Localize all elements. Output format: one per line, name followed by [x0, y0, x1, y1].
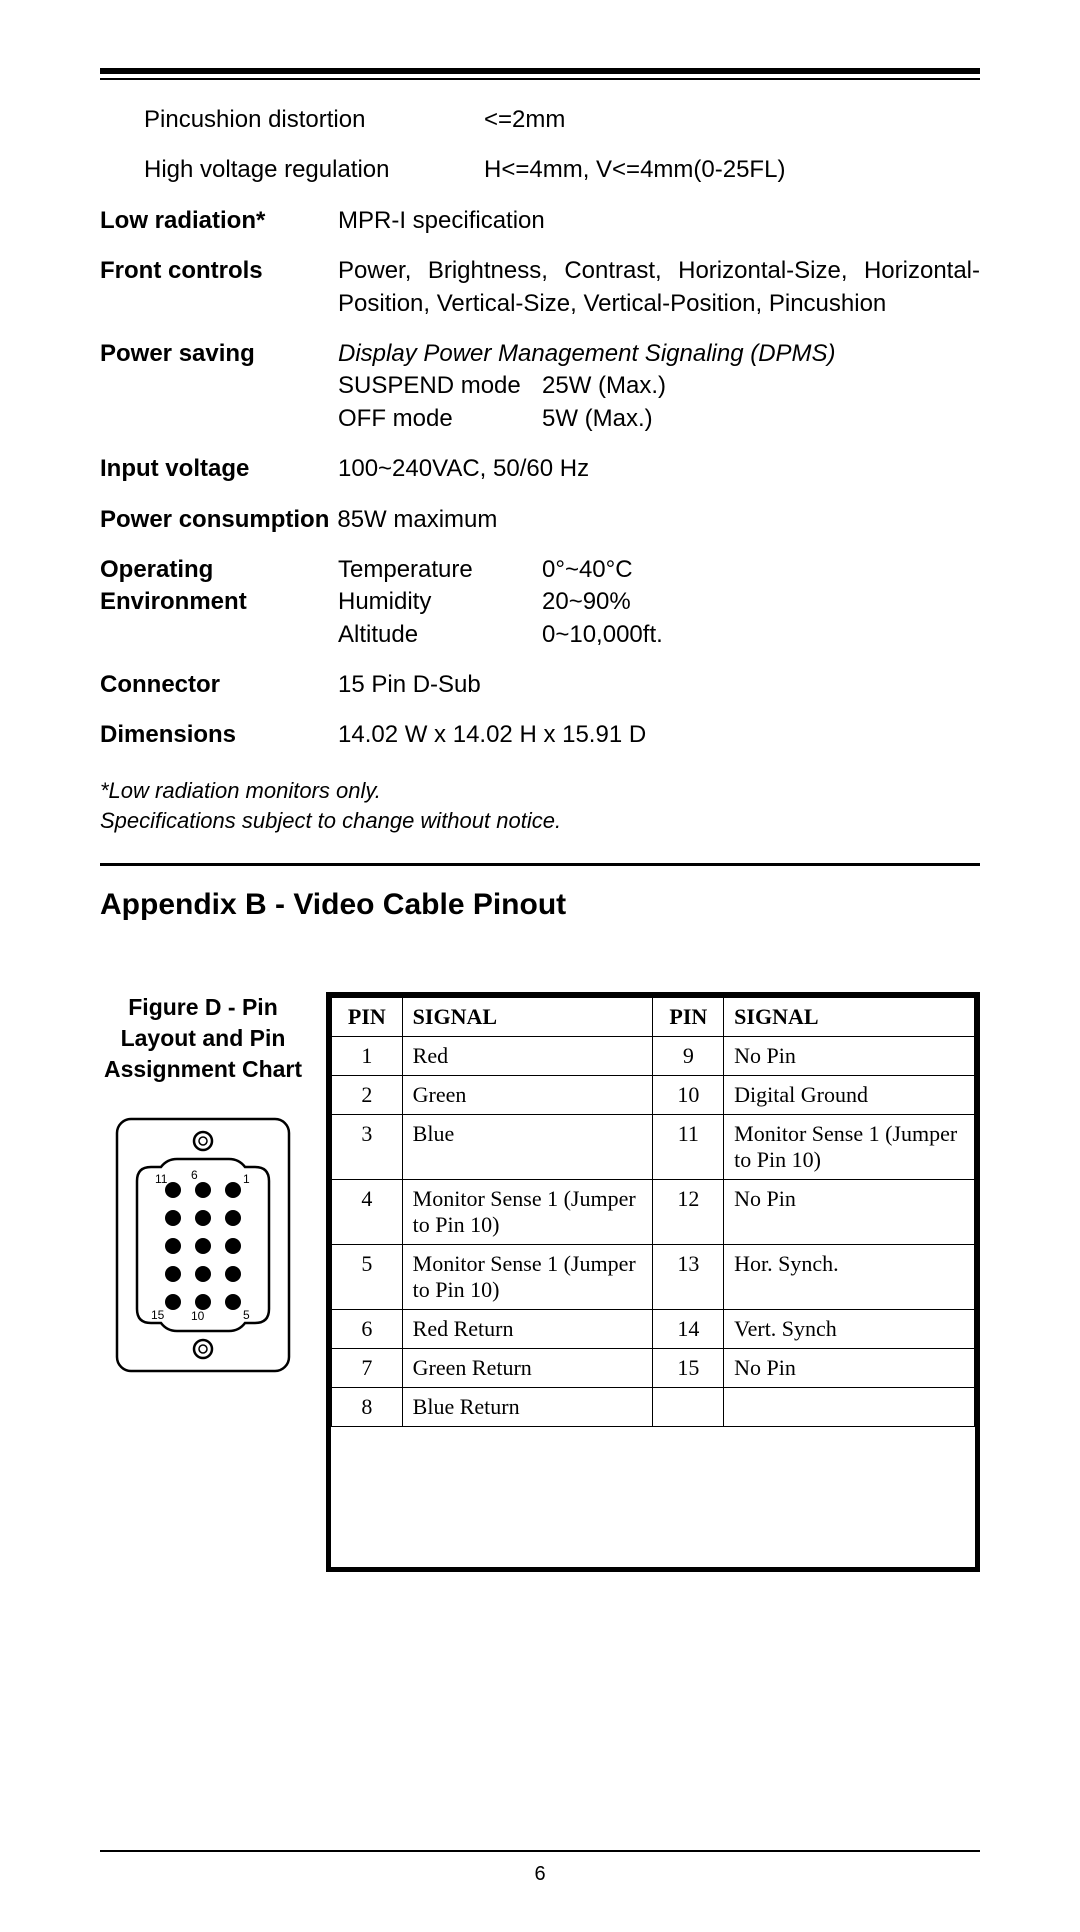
spec-value: <=2mm: [484, 104, 980, 136]
spec-value: 15 Pin D-Sub: [338, 669, 980, 701]
figure-left: Figure D - Pin Layout and Pin Assignment…: [100, 992, 306, 1572]
specs-block: Pincushion distortion <=2mm High voltage…: [100, 104, 980, 752]
table-row: 4Monitor Sense 1 (Jumper to Pin 10)12No …: [332, 1180, 975, 1245]
appendix-title: Appendix B - Video Cable Pinout: [100, 888, 980, 922]
spec-label: Operating Environment: [100, 554, 338, 651]
svg-text:1: 1: [243, 1172, 250, 1186]
spec-row: Input voltage 100~240VAC, 50/60 Hz: [100, 453, 980, 485]
spec-value: 100~240VAC, 50/60 Hz: [338, 453, 980, 485]
connector-icon: 11 6 1 15 10 5: [113, 1115, 293, 1375]
spec-label: Power consumption: [100, 504, 329, 536]
spec-label: Front controls: [100, 255, 338, 320]
dpms-line: Display Power Management Signaling (DPMS…: [338, 338, 980, 370]
spec-value: MPR-I specification: [338, 205, 980, 237]
table-row: 3Blue11Monitor Sense 1 (Jumper to Pin 10…: [332, 1115, 975, 1180]
page: Pincushion distortion <=2mm High voltage…: [0, 0, 1080, 1572]
col-pin: PIN: [332, 998, 403, 1037]
env-row: Temperature0°~40°C: [338, 554, 980, 586]
table-row: 7Green Return15No Pin: [332, 1349, 975, 1388]
spec-value: 85W maximum: [337, 504, 497, 536]
col-signal: SIGNAL: [724, 998, 975, 1037]
spec-row: Operating Environment Temperature0°~40°C…: [100, 554, 980, 651]
spec-value: Display Power Management Signaling (DPMS…: [338, 338, 980, 435]
col-pin: PIN: [653, 998, 724, 1037]
svg-text:10: 10: [191, 1309, 205, 1323]
note-line: *Low radiation monitors only.: [100, 776, 980, 806]
spec-row: Pincushion distortion <=2mm: [100, 104, 980, 136]
spec-row: Power saving Display Power Management Si…: [100, 338, 980, 435]
spec-row: Connector 15 Pin D-Sub: [100, 669, 980, 701]
note-line: Specifications subject to change without…: [100, 806, 980, 836]
spec-label: Pincushion distortion: [144, 104, 484, 136]
col-signal: SIGNAL: [402, 998, 653, 1037]
spec-label: Low radiation*: [100, 205, 338, 237]
spec-row: Power consumption 85W maximum: [100, 504, 980, 536]
footnote: *Low radiation monitors only. Specificat…: [100, 776, 980, 835]
table-row: 8Blue Return: [332, 1388, 975, 1427]
table-row: 1Red9No Pin: [332, 1037, 975, 1076]
spec-label: Power saving: [100, 338, 338, 435]
spec-label: High voltage regulation: [144, 154, 484, 186]
spec-value: H<=4mm, V<=4mm(0-25FL): [484, 154, 980, 186]
ps-row: SUSPEND mode25W (Max.): [338, 370, 980, 402]
env-row: Altitude0~10,000ft.: [338, 619, 980, 651]
spec-value: 14.02 W x 14.02 H x 15.91 D: [338, 719, 980, 751]
spec-label: Connector: [100, 669, 338, 701]
spec-row: Front controls Power, Brightness, Contra…: [100, 255, 980, 320]
spec-label: Dimensions: [100, 719, 338, 751]
svg-text:15: 15: [151, 1308, 165, 1322]
table-row: 2Green10Digital Ground: [332, 1076, 975, 1115]
spec-row: Low radiation* MPR-I specification: [100, 205, 980, 237]
ps-row: OFF mode5W (Max.): [338, 403, 980, 435]
svg-text:6: 6: [191, 1168, 198, 1182]
env-row: Humidity20~90%: [338, 586, 980, 618]
pinout-table: PIN SIGNAL PIN SIGNAL 1Red9No Pin 2Green…: [326, 992, 980, 1572]
table-row: 5Monitor Sense 1 (Jumper to Pin 10)13Hor…: [332, 1245, 975, 1310]
top-rule: [100, 68, 980, 80]
table-header-row: PIN SIGNAL PIN SIGNAL: [332, 998, 975, 1037]
spec-value: Power, Brightness, Contrast, Horizontal-…: [338, 255, 980, 320]
bottom-rule: [100, 1850, 980, 1852]
svg-text:5: 5: [243, 1308, 250, 1322]
figure-area: Figure D - Pin Layout and Pin Assignment…: [100, 992, 980, 1572]
spec-row: High voltage regulation H<=4mm, V<=4mm(0…: [100, 154, 980, 186]
spec-value: Temperature0°~40°C Humidity20~90% Altitu…: [338, 554, 980, 651]
page-number: 6: [0, 1863, 1080, 1886]
spec-label: Input voltage: [100, 453, 338, 485]
figure-caption: Figure D - Pin Layout and Pin Assignment…: [100, 992, 306, 1085]
section-rule: [100, 863, 980, 866]
table-row: 6Red Return14Vert. Synch: [332, 1310, 975, 1349]
svg-text:11: 11: [155, 1172, 168, 1186]
spec-row: Dimensions 14.02 W x 14.02 H x 15.91 D: [100, 719, 980, 751]
